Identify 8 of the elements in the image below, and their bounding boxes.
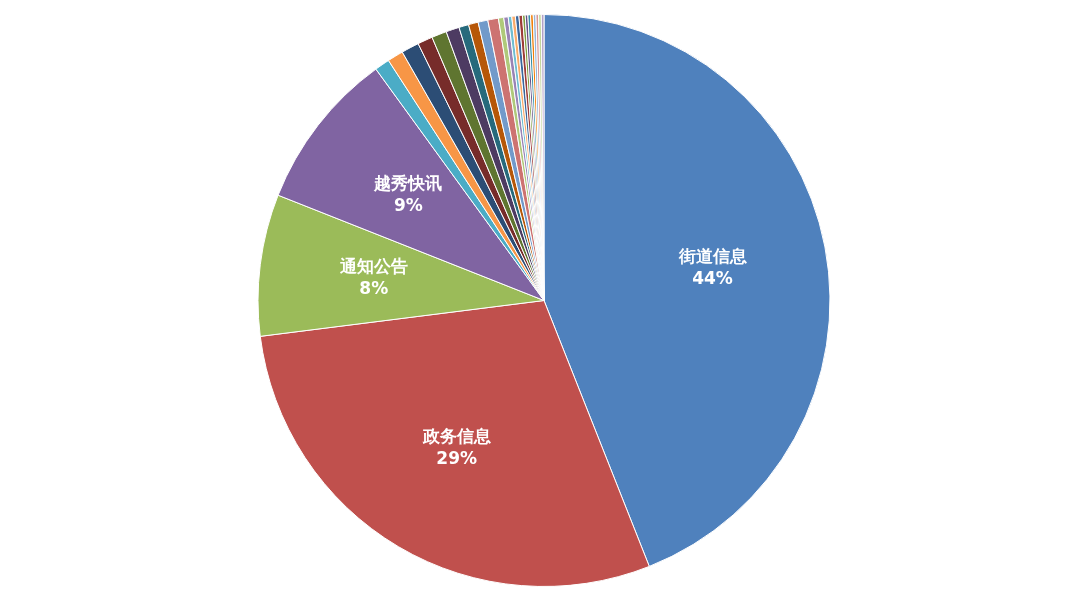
data-label: 29% bbox=[436, 447, 477, 468]
slice-label: 街道信息 bbox=[677, 245, 747, 266]
slice-label: 越秀快讯 bbox=[373, 172, 443, 193]
data-label: 8% bbox=[359, 278, 389, 299]
data-label: 9% bbox=[393, 194, 423, 215]
slice-label: 通知公告 bbox=[338, 256, 408, 277]
slice-label: 政务信息 bbox=[421, 425, 491, 446]
data-label: 44% bbox=[692, 267, 733, 288]
